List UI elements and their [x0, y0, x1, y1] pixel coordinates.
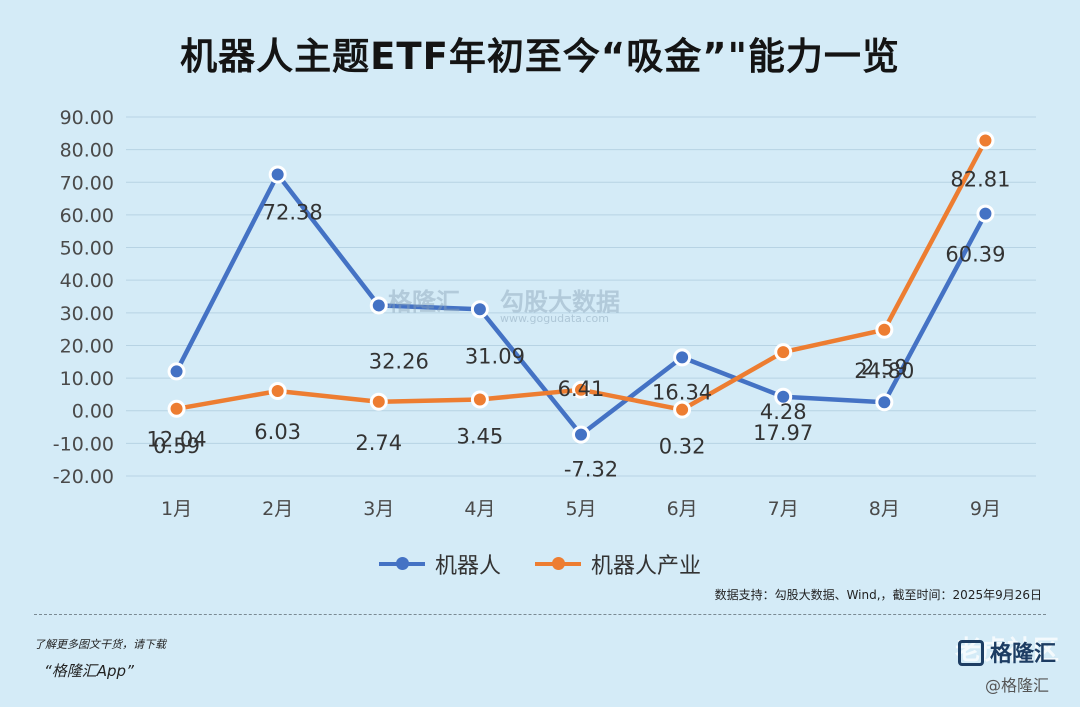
y-tick-label: 70.00 [60, 172, 114, 194]
y-tick-label: 10.00 [60, 368, 114, 390]
data-label: 17.97 [753, 421, 813, 445]
data-label: 2.59 [861, 355, 908, 379]
data-label: 12.04 [146, 427, 206, 451]
data-label: -7.32 [564, 458, 618, 482]
footer-download-text: 了解更多图文干货，请下载 [34, 638, 166, 651]
watermark-brand-center: 格隆汇 [388, 288, 460, 316]
data-point [572, 425, 590, 444]
data-point [268, 165, 287, 184]
data-label: 0.59 [153, 434, 200, 458]
data-point [369, 296, 388, 315]
x-tick-label: 9月 [970, 498, 1001, 520]
legend-label-robot: 机器人 [434, 554, 501, 579]
y-tick-label: 90.00 [60, 107, 114, 129]
data-point [470, 300, 489, 319]
x-tick-label: 5月 [565, 498, 596, 520]
y-tick-label: 30.00 [60, 303, 114, 325]
data-label: 6.03 [254, 420, 301, 444]
y-tick-label: -20.00 [53, 466, 114, 488]
data-label: 0.32 [659, 435, 706, 459]
data-point [369, 392, 388, 411]
data-label: 31.09 [465, 344, 525, 368]
data-label: 4.28 [760, 400, 807, 424]
y-tick-label: 40.00 [60, 270, 114, 292]
x-tick-label: 7月 [768, 498, 799, 520]
data-label: 6.41 [558, 377, 605, 401]
x-axis-ticks: 1月 2月 3月 4月 5月 6月 7月 8月 9月 [161, 498, 1001, 520]
data-point [875, 393, 894, 412]
data-point [774, 387, 793, 406]
y-tick-label: 20.00 [60, 335, 114, 357]
gelonghui-logo-icon [958, 640, 984, 666]
data-source: 数据支持：勾股大数据、Wind,，截至时间：2025年9月26日 [714, 588, 1042, 602]
legend-label-robot-industry: 机器人产业 [591, 554, 702, 579]
line-chart: 90.00 80.00 70.00 60.00 50.00 40.00 30.00 20.00… [53, 107, 1036, 520]
y-tick-label: -10.00 [53, 433, 114, 455]
data-label: 72.38 [263, 201, 323, 225]
legend-swatch-orange [535, 557, 581, 570]
x-tick-label: 3月 [363, 498, 394, 520]
data-point [976, 131, 995, 150]
divider [34, 614, 1046, 615]
data-label: 2.74 [355, 431, 402, 455]
data-point [976, 204, 995, 223]
data-point [470, 390, 489, 409]
data-point [167, 362, 186, 381]
legend: 机器人 机器人产业 [0, 548, 1080, 580]
data-label: 82.81 [950, 167, 1010, 191]
data-point [673, 348, 692, 367]
y-tick-label: 0.00 [72, 401, 114, 423]
x-tick-label: 6月 [667, 498, 698, 520]
data-point [572, 380, 590, 399]
y-tick-label: 50.00 [60, 238, 114, 260]
chart-title: 机器人主题ETF年初至今“吸金”"能力一览 [180, 35, 900, 78]
watermark-brand: 格隆汇 [990, 642, 1057, 667]
legend-swatch-blue [378, 557, 425, 570]
data-point [875, 320, 894, 339]
y-tick-label: 80.00 [60, 140, 114, 162]
x-tick-label: 4月 [464, 498, 495, 520]
x-tick-label: 2月 [262, 498, 293, 520]
data-label: 24.80 [854, 359, 914, 383]
data-label: 3.45 [457, 424, 504, 448]
data-label: 60.39 [945, 243, 1005, 267]
watermark-handle: @格隆汇 [985, 676, 1050, 695]
data-point [673, 400, 692, 419]
data-point [167, 399, 186, 418]
x-tick-label: 8月 [869, 498, 900, 520]
data-label: 32.26 [369, 349, 429, 373]
footer-app-name: “格隆汇App” [44, 662, 134, 680]
x-tick-label: 1月 [161, 498, 192, 520]
data-point [268, 382, 287, 401]
series-points [167, 131, 995, 444]
legend-item-robot-industry: 机器人产业 [535, 548, 701, 580]
watermark-url: www.gogudata.com [500, 312, 609, 325]
legend-item-robot: 机器人 [378, 548, 501, 580]
data-label: 16.34 [652, 380, 712, 404]
y-tick-label: 60.00 [60, 205, 114, 227]
data-point [774, 343, 793, 362]
watermark-gogu: 勾股大数据 [500, 288, 620, 316]
y-axis-ticks: 90.00 80.00 70.00 60.00 50.00 40.00 30.00 20.00… [53, 107, 114, 488]
data-labels: 12.04 72.38 32.26 31.09 -7.32 16.34 4.28 2.59 60… [146, 167, 1010, 481]
